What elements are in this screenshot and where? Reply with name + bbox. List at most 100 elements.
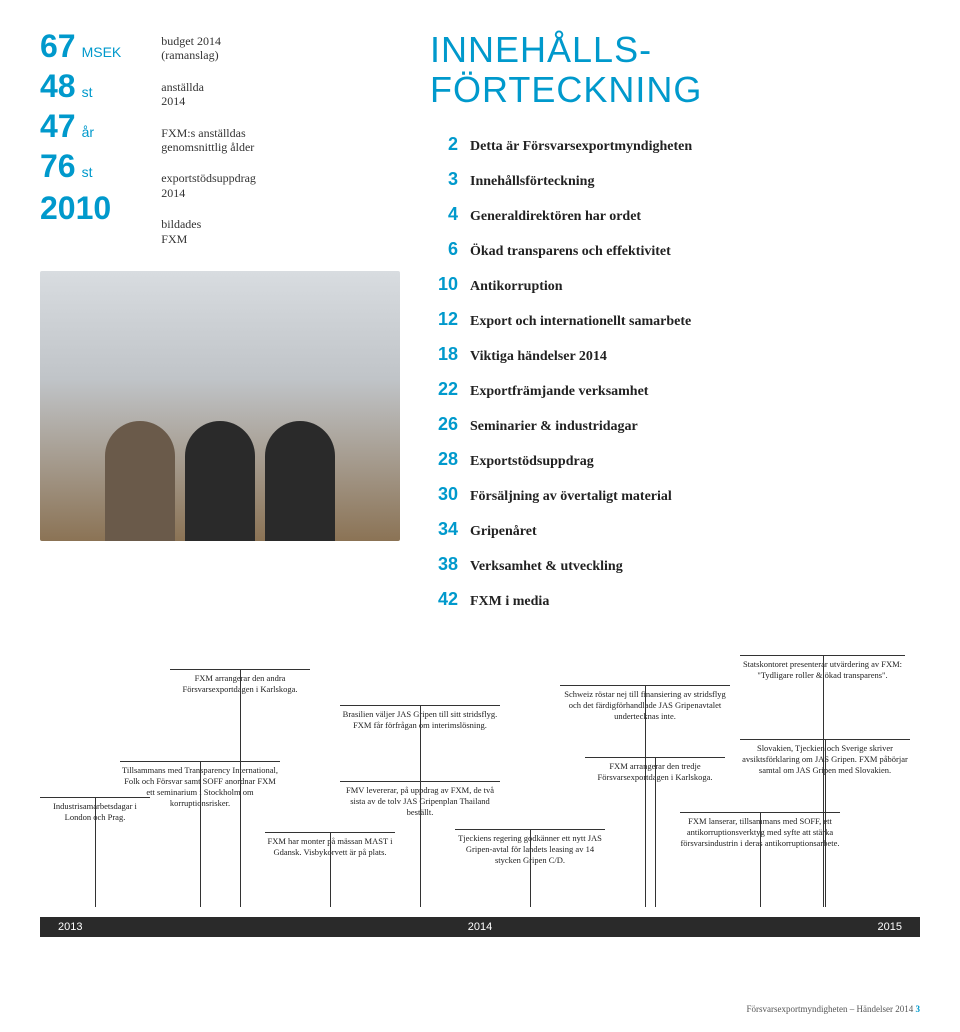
stat-label: anställda 2014 xyxy=(161,80,256,109)
toc-item[interactable]: 12 Export och internationellt samarbete xyxy=(430,309,920,330)
right-column: INNEHÅLLS- FÖRTECKNING 2 Detta är Försvar… xyxy=(430,30,920,624)
toc-title: Antikorruption xyxy=(470,279,563,295)
timeline-stem xyxy=(240,669,241,907)
timeline-event: FXM lanserar, tillsammans med SOFF, ett … xyxy=(680,812,840,851)
timeline-stem xyxy=(645,685,646,907)
toc-page-number: 18 xyxy=(430,344,458,365)
timeline-event: Schweiz röstar nej till finansiering av … xyxy=(560,685,730,724)
toc-page-number: 26 xyxy=(430,414,458,435)
stat-unit: år xyxy=(82,124,94,140)
timeline-event: Tjeckiens regering godkänner ett nytt JA… xyxy=(455,829,605,868)
toc-title: FXM i media xyxy=(470,594,549,610)
toc-title: Ökad transparens och effektivitet xyxy=(470,244,671,260)
toc-item[interactable]: 22 Exportfrämjande verksamhet xyxy=(430,379,920,400)
toc-heading-line: INNEHÅLLS- xyxy=(430,29,652,70)
stats-block: 67 MSEK 48 st 47 år 76 st xyxy=(40,30,400,246)
stats-labels: budget 2014 (ramanslag) anställda 2014 F… xyxy=(161,30,256,246)
stats-numbers: 67 MSEK 48 st 47 år 76 st xyxy=(40,30,121,246)
timeline-stem xyxy=(530,829,531,907)
page: 67 MSEK 48 st 47 år 76 st xyxy=(0,0,960,1032)
timeline-stem xyxy=(825,739,826,907)
toc-heading: INNEHÅLLS- FÖRTECKNING xyxy=(430,30,920,109)
toc-page-number: 4 xyxy=(430,204,458,225)
toc-item[interactable]: 6 Ökad transparens och effektivitet xyxy=(430,239,920,260)
timeline-stem xyxy=(200,761,201,907)
toc-item[interactable]: 28Exportstödsuppdrag xyxy=(430,449,920,470)
toc-list: 2 Detta är Försvarsexportmyndigheten 3 Inne… xyxy=(430,134,920,610)
toc-item[interactable]: 18Viktiga händelser 2014 xyxy=(430,344,920,365)
timeline-stem xyxy=(760,812,761,907)
year-marker: 2015 xyxy=(860,917,920,937)
left-column: 67 MSEK 48 st 47 år 76 st xyxy=(40,30,400,624)
toc-item[interactable]: 42 FXM i media xyxy=(430,589,920,610)
stat-unit: MSEK xyxy=(82,44,122,60)
toc-page-number: 10 xyxy=(430,274,458,295)
timeline-section: Industrisamarbetsdagar i London och Prag… xyxy=(40,637,920,977)
toc-page-number: 2 xyxy=(430,134,458,155)
team-photo xyxy=(40,271,400,541)
toc-item[interactable]: 30 Försäljning av övertaligt material xyxy=(430,484,920,505)
toc-item[interactable]: 2 Detta är Försvarsexportmyndigheten xyxy=(430,134,920,155)
timeline-event: Brasilien väljer JAS Gripen till sitt st… xyxy=(340,705,500,733)
toc-item[interactable]: 38Verksamhet & utveckling xyxy=(430,554,920,575)
timeline-event: FXM har monter på mässan MAST i Gdansk. … xyxy=(265,832,395,860)
timeline-event: Tillsammans med Transparency Internation… xyxy=(120,761,280,811)
timeline-stem xyxy=(655,757,656,907)
stat-value: 76 xyxy=(40,150,76,182)
timeline-stem xyxy=(330,832,331,907)
stat-unit: st xyxy=(82,164,93,180)
stat-label: budget 2014 (ramanslag) xyxy=(161,34,256,63)
toc-title: Detta är Försvarsexportmyndigheten xyxy=(470,139,692,155)
timeline-event: FXM arrangerar den andra Försvarsexportd… xyxy=(170,669,310,697)
toc-item[interactable]: 26 Seminarier & industridagar xyxy=(430,414,920,435)
toc-title: Innehållsförteckning xyxy=(470,174,594,190)
timeline-bar: 2013 2014 2015 xyxy=(40,917,920,937)
timeline-event: FXM arrangerar den tredje Försvarsexport… xyxy=(585,757,725,785)
toc-page-number: 38 xyxy=(430,554,458,575)
year-marker: 2013 xyxy=(40,917,100,937)
page-footer: Försvarsexportmyndigheten – Händelser 20… xyxy=(747,1004,920,1014)
stat-item: 76 st xyxy=(40,150,121,182)
year-gap xyxy=(516,917,859,937)
toc-item[interactable]: 34 Gripenåret xyxy=(430,519,920,540)
stat-unit: st xyxy=(82,84,93,100)
toc-item[interactable]: 3 Innehållsförteckning xyxy=(430,169,920,190)
toc-title: Generaldirektören har ordet xyxy=(470,209,641,225)
stat-value: 67 xyxy=(40,30,76,62)
timeline-stem xyxy=(823,655,824,907)
toc-title: Försäljning av övertaligt material xyxy=(470,489,672,505)
year-marker: 2014 xyxy=(444,917,516,937)
toc-page-number: 6 xyxy=(430,239,458,260)
toc-page-number: 28 xyxy=(430,449,458,470)
toc-page-number: 42 xyxy=(430,589,458,610)
toc-heading-line: FÖRTECKNING xyxy=(430,69,702,110)
stat-value: 2010 xyxy=(40,190,111,227)
timeline-stem xyxy=(95,797,96,907)
timeline-stem xyxy=(420,781,421,907)
toc-title: Export och internationellt samarbete xyxy=(470,314,691,330)
toc-title: Exportfrämjande verksamhet xyxy=(470,384,648,400)
stat-label: bildades FXM xyxy=(161,217,256,246)
stat-label: FXM:s anställdas genomsnittlig ålder xyxy=(161,126,256,155)
stat-item: 67 MSEK xyxy=(40,30,121,62)
stat-value: 48 xyxy=(40,70,76,102)
timeline-event: Statskontoret presenterar utvärdering av… xyxy=(740,655,905,683)
toc-item[interactable]: 10 Antikorruption xyxy=(430,274,920,295)
toc-page-number: 34 xyxy=(430,519,458,540)
toc-page-number: 30 xyxy=(430,484,458,505)
toc-title: Seminarier & industridagar xyxy=(470,419,638,435)
stat-label: exportstödsuppdrag 2014 xyxy=(161,171,256,200)
stat-item: 2010 xyxy=(40,190,121,227)
year-gap xyxy=(100,917,443,937)
toc-page-number: 22 xyxy=(430,379,458,400)
toc-item[interactable]: 4 Generaldirektören har ordet xyxy=(430,204,920,225)
stat-item: 47 år xyxy=(40,110,121,142)
footer-page-number: 3 xyxy=(916,1004,921,1014)
top-section: 67 MSEK 48 st 47 år 76 st xyxy=(40,30,920,624)
stat-item: 48 st xyxy=(40,70,121,102)
toc-page-number: 12 xyxy=(430,309,458,330)
toc-page-number: 3 xyxy=(430,169,458,190)
toc-title: Gripenåret xyxy=(470,524,537,540)
timeline-event: FMV levererar, på uppdrag av FXM, de två… xyxy=(340,781,500,820)
stat-value: 47 xyxy=(40,110,76,142)
